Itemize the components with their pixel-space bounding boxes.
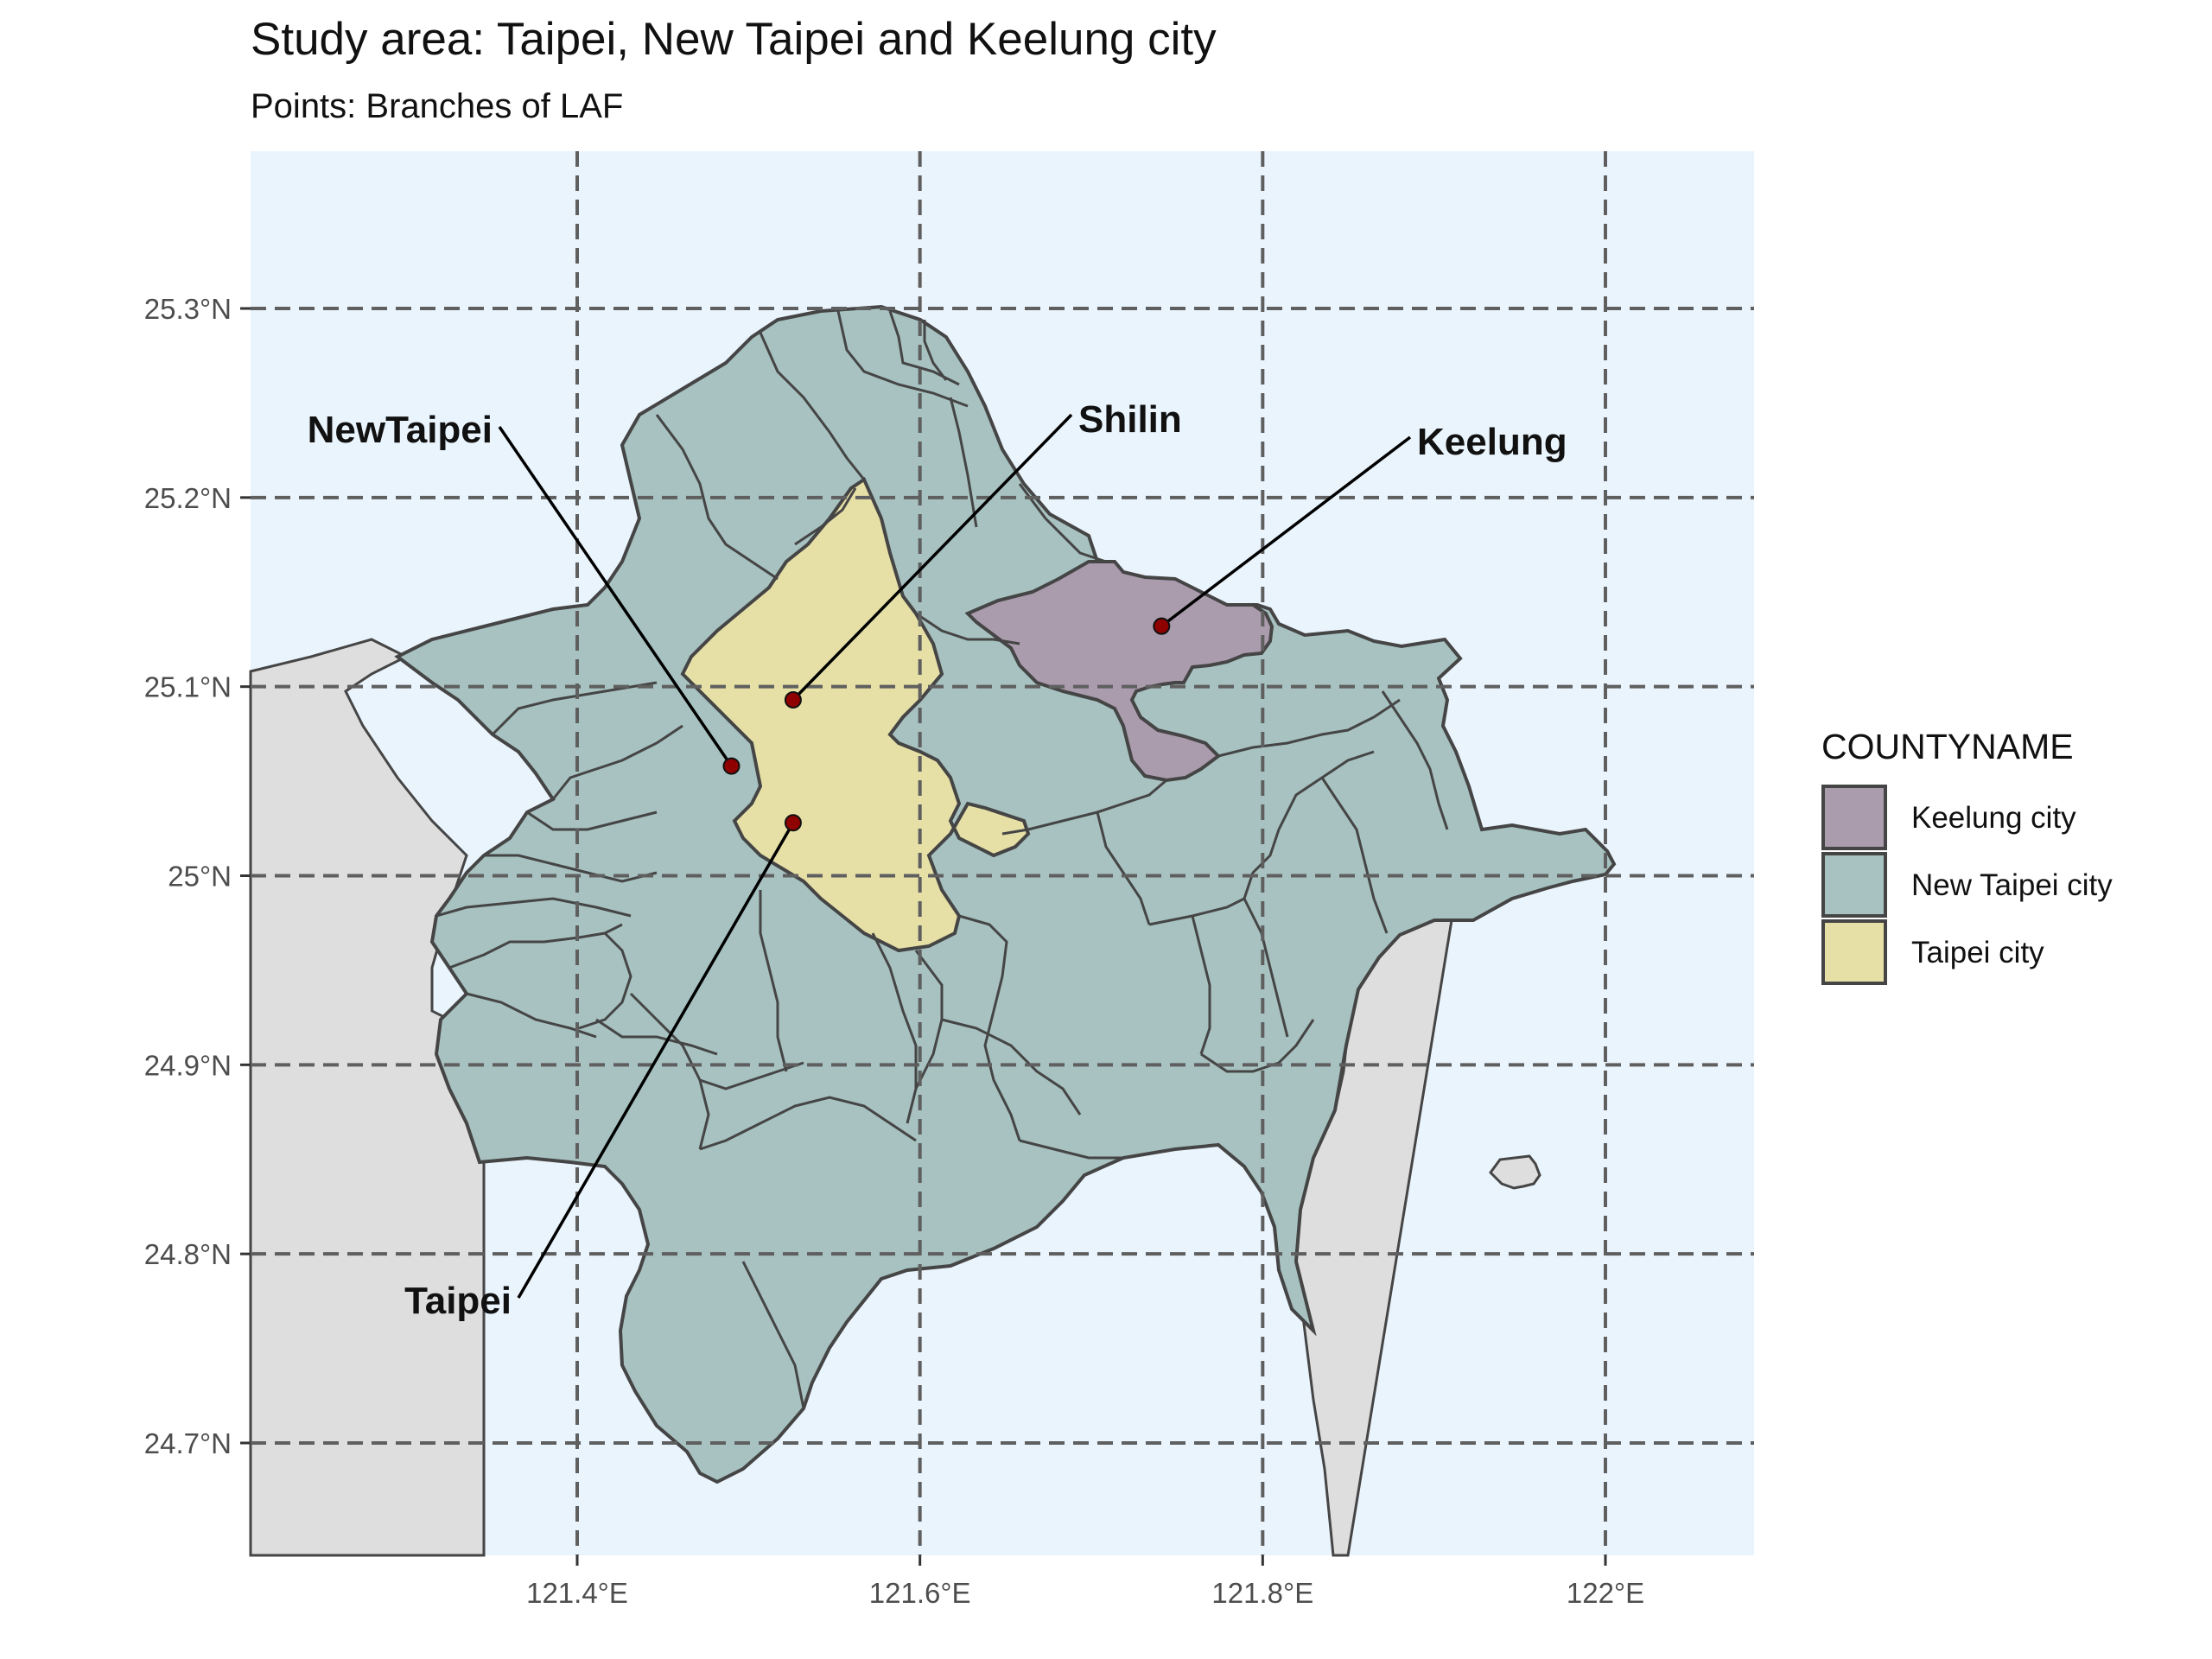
map-subtitle: Points: Branches of LAF (251, 87, 623, 125)
y-axis-tick-label: 24.7°N (144, 1427, 232, 1459)
legend-label: Keelung city (1911, 801, 2076, 835)
map-panel: NewTaipei Shilin Keelung Taipei (249, 151, 1754, 1557)
y-axis-tick-label: 25°N (168, 861, 232, 893)
map-title: Study area: Taipei, New Taipei and Keelu… (251, 14, 1217, 65)
y-axis: 25.3°N 25.2°N 25.1°N 25°N 24.9°N 24.8°N 24.7°N (144, 293, 251, 1459)
branch-point (1153, 617, 1171, 635)
branch-leader-line (498, 426, 733, 767)
district-boundaries (435, 310, 1449, 1409)
branch-leader-line (1160, 435, 1412, 628)
y-axis-tick-label: 24.9°N (144, 1049, 232, 1081)
legend-title: COUNTYNAME (1821, 727, 2074, 766)
branch-label: Shilin (1078, 398, 1182, 441)
y-axis-tick-label: 25.1°N (144, 671, 232, 703)
legend-label: Taipei city (1911, 936, 2044, 969)
label-leader-lines (498, 413, 1412, 1299)
branch-point (784, 690, 802, 709)
legend-label: New Taipei city (1911, 868, 2113, 902)
branch-label: NewTaipei (308, 409, 493, 451)
y-axis-tick-label: 25.2°N (144, 482, 232, 514)
legend-swatch (1821, 785, 1887, 850)
x-axis: 121.4°E 121.6°E 121.8°E 122°E (526, 1555, 1644, 1609)
x-axis-tick-label: 121.8°E (1211, 1577, 1313, 1609)
branch-labels: NewTaipei Shilin Keelung Taipei (308, 398, 1567, 1322)
legend: COUNTYNAME Keelung city New Taipei city Ta… (1821, 727, 2113, 985)
x-axis-tick-label: 121.4°E (526, 1577, 628, 1609)
branch-leader-line (517, 822, 795, 1299)
branch-point (722, 757, 741, 775)
taipei-region (680, 477, 1031, 953)
branch-label: Keelung (1417, 421, 1567, 463)
branch-leader-line (791, 413, 1073, 702)
y-axis-tick-label: 24.8°N (144, 1238, 232, 1270)
graticule (251, 151, 1754, 1555)
x-axis-tick-label: 122°E (1567, 1577, 1644, 1609)
legend-swatch (1821, 852, 1887, 918)
y-axis-tick-label: 25.3°N (144, 293, 232, 325)
branch-points (722, 617, 1171, 832)
branch-label: Taipei (404, 1280, 512, 1322)
legend-swatch (1821, 919, 1887, 985)
x-axis-tick-label: 121.6°E (869, 1577, 971, 1609)
offshore-island (1489, 1154, 1541, 1190)
branch-point (784, 814, 802, 832)
